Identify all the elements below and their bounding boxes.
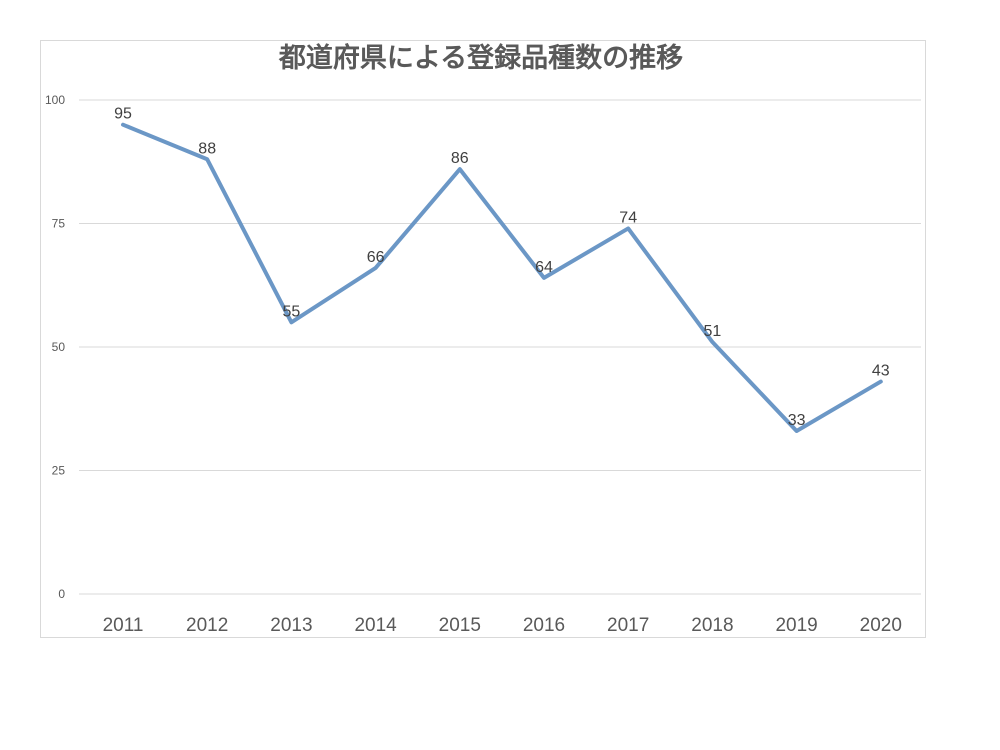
data-label-2014: 66 [367,249,385,266]
x-tick-label-2015: 2015 [439,615,481,636]
x-tick-label-2012: 2012 [186,615,228,636]
gridlines [79,99,921,595]
data-labels: 95 88 55 66 86 64 74 51 33 43 [114,106,890,429]
x-tick-label-2018: 2018 [691,615,733,636]
y-axis-ticks: 0 25 50 75 100 [45,93,65,601]
data-label-2016: 64 [535,259,553,276]
y-tick-label-100: 100 [45,93,65,107]
y-tick-label-75: 75 [52,217,66,231]
series-line-layer [121,122,883,433]
data-label-2011: 95 [114,106,132,123]
chart-frame: 都道府県による登録品種数の推移 0 25 50 75 100 2011 2012 2013 2… [40,40,926,638]
y-tick-label-0: 0 [58,587,65,601]
data-label-2020: 43 [872,363,890,380]
data-label-2013: 55 [283,303,301,320]
chart-title: 都道府県による登録品種数の推移 [278,42,683,74]
data-label-2019: 33 [788,412,806,429]
data-label-2012: 88 [198,140,216,157]
x-tick-label-2016: 2016 [523,615,565,636]
x-tick-label-2014: 2014 [354,615,397,636]
x-tick-label-2013: 2013 [270,615,312,636]
data-label-2015: 86 [451,150,469,167]
x-tick-label-2017: 2017 [607,615,649,636]
data-label-2018: 51 [704,323,722,340]
x-tick-label-2011: 2011 [103,615,144,636]
x-tick-label-2019: 2019 [775,615,817,636]
series-line [121,122,883,433]
y-tick-label-50: 50 [52,340,66,354]
y-tick-label-25: 25 [52,464,66,478]
x-axis-ticks: 2011 2012 2013 2014 2015 2016 2017 2018 2019 2020 [103,615,902,636]
data-label-2017: 74 [619,209,637,226]
x-tick-label-2020: 2020 [860,615,902,636]
